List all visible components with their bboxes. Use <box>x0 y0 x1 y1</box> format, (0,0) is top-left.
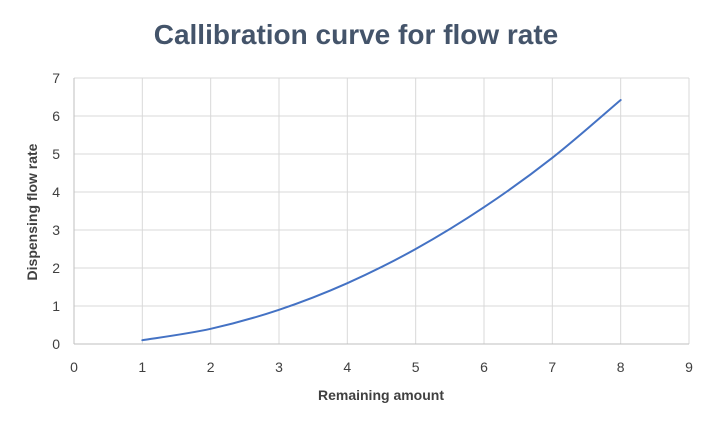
x-tick-label: 0 <box>70 359 78 375</box>
y-tick-label: 0 <box>52 336 60 352</box>
x-tick-label: 1 <box>138 359 146 375</box>
x-tick-label: 2 <box>207 359 215 375</box>
x-tick-label: 7 <box>548 359 556 375</box>
chart-title: Callibration curve for flow rate <box>154 19 559 50</box>
x-tick-label: 6 <box>480 359 488 375</box>
y-tick-label: 5 <box>52 146 60 162</box>
y-tick-label: 7 <box>52 70 60 86</box>
y-tick-label: 4 <box>52 184 60 200</box>
x-tick-label: 8 <box>617 359 625 375</box>
axes <box>73 78 689 345</box>
y-tick-label: 2 <box>52 260 60 276</box>
x-axis-label: Remaining amount <box>318 387 444 403</box>
y-axis-label: Dispensing flow rate <box>24 143 40 280</box>
y-tick-label: 1 <box>52 298 60 314</box>
tick-labels: 0 1 2 3 4 5 6 7 0 1 2 3 4 5 6 7 8 9 <box>52 70 693 375</box>
x-tick-label: 5 <box>412 359 420 375</box>
x-tick-label: 3 <box>275 359 283 375</box>
x-tick-label: 4 <box>343 359 351 375</box>
gridlines <box>74 77 690 344</box>
y-tick-label: 3 <box>52 222 60 238</box>
y-tick-label: 6 <box>52 108 60 124</box>
series-line <box>141 99 622 342</box>
x-tick-label: 9 <box>685 359 693 375</box>
series <box>141 99 622 342</box>
